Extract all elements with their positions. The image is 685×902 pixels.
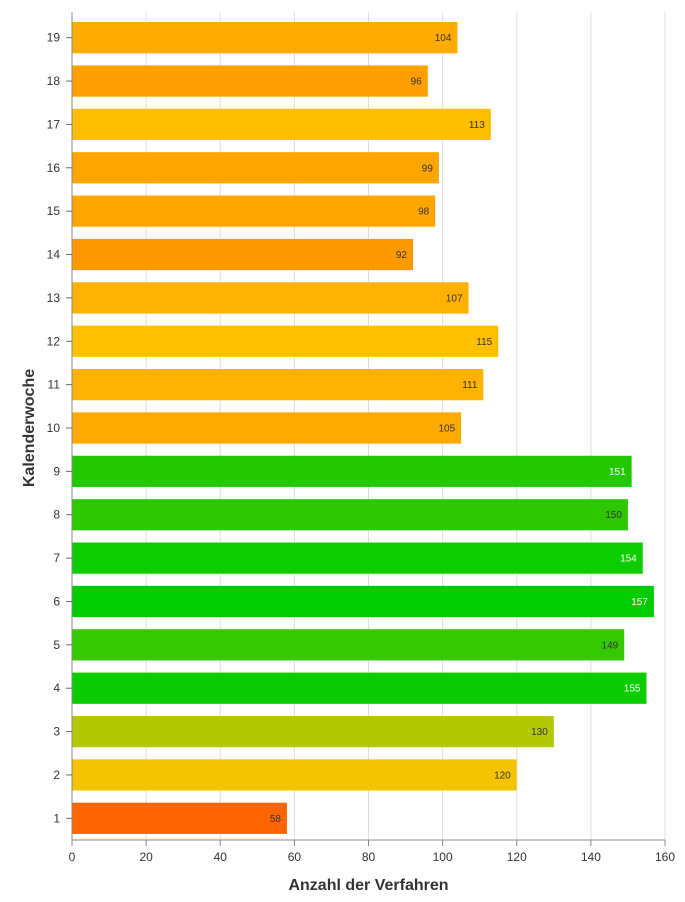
bar-week-19 [72, 22, 458, 54]
bar-week-14 [72, 238, 413, 271]
data-label-week-7: 154 [620, 554, 637, 565]
data-label-week-16: 99 [422, 163, 434, 174]
x-tick-label: 80 [362, 850, 376, 864]
y-tick-label: 13 [47, 291, 61, 305]
y-tick-label: 4 [53, 681, 60, 695]
x-tick-labels: 0 20 40 60 80 100 120 140 160 [69, 840, 675, 864]
bar-week-18 [72, 65, 428, 97]
data-label-week-10: 105 [438, 424, 455, 435]
bar-week-6 [72, 585, 654, 618]
bar-week-11 [72, 369, 484, 401]
y-tick-label: 9 [53, 464, 60, 478]
data-label-week-15: 98 [418, 207, 430, 218]
bar-week-15 [72, 195, 436, 227]
data-label-week-17: 113 [469, 120, 485, 131]
bar-week-3 [72, 715, 554, 748]
data-label-week-12: 115 [476, 337, 492, 348]
y-tick-label: 3 [53, 725, 60, 739]
data-label-week-19: 104 [435, 33, 452, 44]
x-tick-label: 160 [655, 850, 675, 864]
y-tick-label: 18 [47, 74, 61, 88]
bar-week-16 [72, 152, 439, 184]
y-tick-label: 10 [47, 421, 61, 435]
data-label-week-14: 92 [396, 250, 408, 261]
y-tick-label: 17 [47, 117, 61, 131]
data-label-week-18: 96 [411, 77, 423, 88]
data-label-week-1: 58 [270, 814, 282, 825]
y-tick-label: 8 [53, 508, 60, 522]
x-tick-label: 100 [433, 850, 453, 864]
bar-week-12 [72, 325, 499, 357]
y-tick-label: 16 [47, 161, 61, 175]
y-tick-label: 12 [47, 334, 61, 348]
bar-week-17 [72, 108, 491, 141]
bar-week-5 [72, 629, 625, 661]
bar-week-13 [72, 282, 469, 314]
bars [72, 22, 654, 834]
y-tick-label: 15 [47, 204, 61, 218]
y-axis-title: Kalenderwoche [21, 369, 38, 487]
bar-week-7 [72, 542, 643, 574]
y-tick-label: 14 [47, 248, 61, 262]
data-label-week-13: 107 [446, 293, 463, 304]
y-tick-label: 2 [53, 768, 60, 782]
data-label-week-5: 149 [602, 640, 619, 651]
data-label-week-9: 151 [609, 467, 626, 478]
data-labels: 58 120 130 155 149 157 154 150 151 105 111 115 107 92… [270, 33, 648, 825]
bar-week-4 [72, 672, 647, 704]
x-tick-label: 140 [581, 850, 601, 864]
bar-week-1 [72, 802, 287, 834]
data-label-week-11: 111 [462, 380, 478, 391]
data-label-week-3: 130 [531, 727, 548, 738]
x-tick-label: 120 [507, 850, 527, 864]
bar-week-2 [72, 759, 517, 791]
bar-week-8 [72, 499, 628, 531]
bar-week-9 [72, 455, 632, 487]
x-axis-title: Anzahl der Verfahren [288, 877, 448, 894]
y-tick-label: 1 [53, 811, 60, 825]
y-tick-label: 7 [53, 551, 60, 565]
x-tick-label: 20 [139, 850, 153, 864]
x-tick-label: 40 [214, 850, 228, 864]
data-label-week-6: 157 [631, 597, 648, 608]
data-label-week-8: 150 [605, 510, 622, 521]
data-label-week-2: 120 [494, 770, 511, 781]
bar-week-10 [72, 412, 462, 444]
y-tick-label: 6 [53, 594, 60, 608]
y-tick-label: 5 [53, 638, 60, 652]
data-label-week-4: 155 [624, 684, 641, 695]
y-tick-label: 19 [47, 31, 61, 45]
x-tick-label: 60 [288, 850, 302, 864]
x-tick-label: 0 [69, 850, 76, 864]
y-tick-label: 11 [48, 378, 61, 392]
